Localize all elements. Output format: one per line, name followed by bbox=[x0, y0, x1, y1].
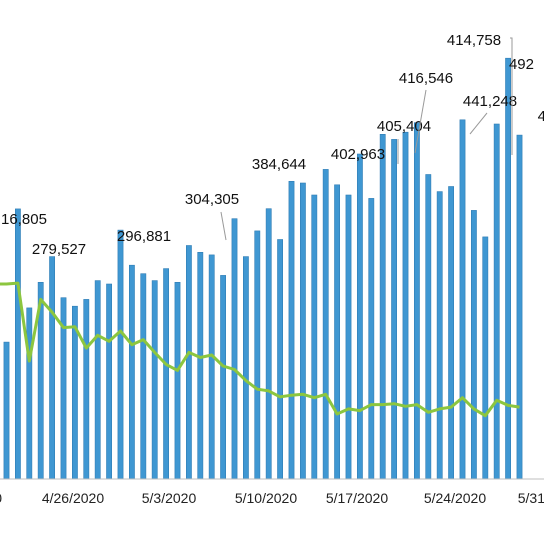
data-label: 296,881 bbox=[117, 228, 171, 245]
bar-38 bbox=[436, 191, 443, 480]
data-label: 405,404 bbox=[377, 118, 431, 135]
bar-12 bbox=[140, 273, 147, 480]
data-label: 402,963 bbox=[331, 146, 385, 163]
bar-39 bbox=[448, 186, 454, 480]
bar-26 bbox=[299, 182, 306, 480]
bar-10 bbox=[117, 229, 124, 480]
x-tick-label: 5/10/2020 bbox=[235, 490, 297, 506]
bar-25 bbox=[288, 181, 295, 480]
bar-35 bbox=[402, 131, 409, 480]
bar-23 bbox=[265, 208, 272, 480]
bar-41 bbox=[470, 210, 477, 480]
bar-45 bbox=[516, 134, 523, 480]
bar-40 bbox=[459, 119, 466, 480]
line-series-path bbox=[0, 281, 520, 418]
bar-22 bbox=[254, 230, 261, 480]
bar-29 bbox=[334, 184, 340, 480]
leader-line bbox=[510, 37, 513, 155]
bar-19 bbox=[220, 275, 226, 480]
bar-24 bbox=[277, 239, 283, 480]
x-tick-label: 5/24/2020 bbox=[424, 490, 486, 506]
data-label: 16,805 bbox=[1, 211, 47, 228]
bar-44 bbox=[505, 57, 511, 480]
bar-4 bbox=[49, 256, 55, 480]
bar-17 bbox=[197, 252, 204, 480]
line-series bbox=[0, 281, 520, 418]
bar-21 bbox=[243, 256, 249, 480]
leader-line bbox=[220, 211, 227, 241]
bar-7 bbox=[83, 299, 90, 480]
bar-1 bbox=[15, 208, 21, 480]
leader-line bbox=[469, 112, 488, 135]
bar-32 bbox=[368, 198, 375, 480]
x-axis-ticks: 20 4/26/2020 5/3/2020 5/10/2020 5/17/2020 5/2… bbox=[0, 490, 544, 506]
x-tick-label: 4/26/2020 bbox=[42, 490, 104, 506]
bar-16 bbox=[186, 245, 192, 480]
bar-series bbox=[3, 57, 523, 480]
data-label: 384,644 bbox=[252, 156, 306, 173]
data-label: 304,305 bbox=[185, 191, 239, 208]
bar-8 bbox=[94, 280, 101, 480]
bar-43 bbox=[493, 123, 500, 480]
bar-15 bbox=[174, 281, 181, 480]
data-label: 279,527 bbox=[32, 241, 86, 258]
bar-37 bbox=[425, 174, 432, 480]
bar-18 bbox=[208, 254, 215, 480]
data-label: 416,546 bbox=[399, 70, 453, 87]
bar-0 bbox=[3, 341, 10, 480]
data-label: 492 bbox=[509, 56, 534, 73]
bar-42 bbox=[482, 236, 489, 480]
bar-11 bbox=[129, 264, 135, 480]
data-label: 4 bbox=[538, 108, 544, 125]
bar-30 bbox=[345, 194, 352, 480]
data-label: 441,248 bbox=[463, 93, 517, 110]
bar-34 bbox=[391, 139, 397, 480]
x-tick-label: 5/3/2020 bbox=[142, 490, 197, 506]
x-tick-label: 20 bbox=[0, 490, 2, 506]
bar-20 bbox=[231, 218, 238, 480]
bar-13 bbox=[151, 280, 158, 480]
data-labels: 16,805 279,527 296,881 304,305 384,644 402,96… bbox=[1, 32, 544, 258]
bar-9 bbox=[106, 283, 112, 480]
data-label: 414,758 bbox=[447, 32, 501, 49]
bar-33 bbox=[379, 134, 386, 480]
bar-14 bbox=[163, 268, 169, 480]
x-tick-label: 5/17/2020 bbox=[326, 490, 388, 506]
bar-28 bbox=[322, 169, 329, 480]
bar-31 bbox=[356, 153, 363, 480]
x-tick-label: 5/31 bbox=[518, 490, 544, 506]
leader-line bbox=[414, 89, 427, 154]
bar-36 bbox=[413, 122, 420, 480]
bar-27 bbox=[311, 194, 318, 480]
bar-2 bbox=[26, 307, 33, 480]
